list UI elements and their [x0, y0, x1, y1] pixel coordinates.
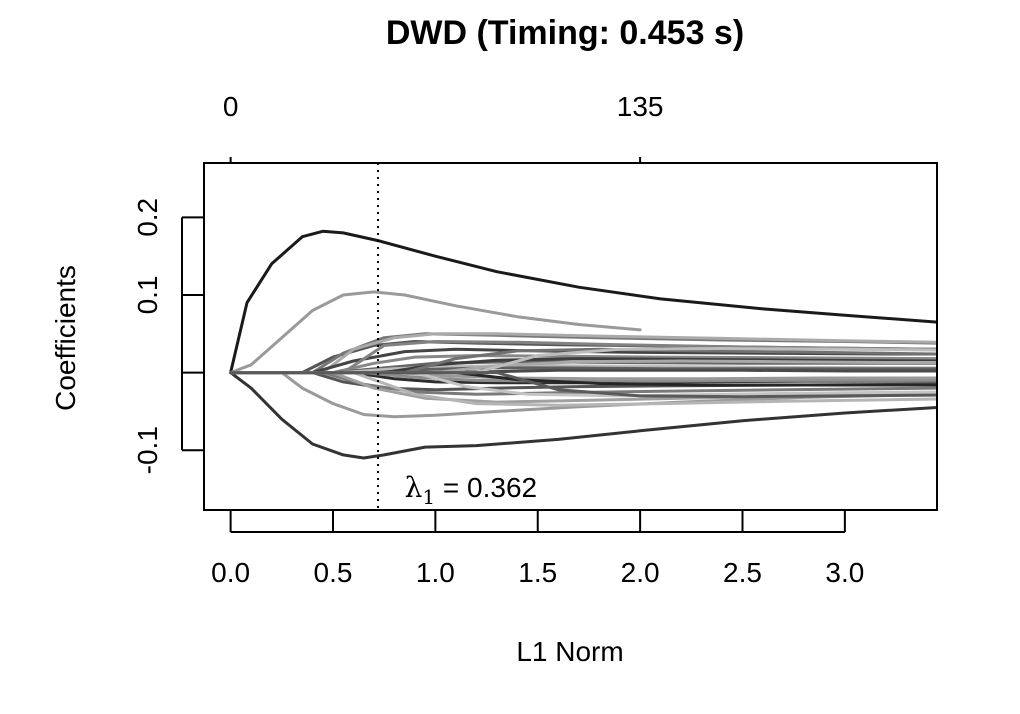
- top-tick-label: 0: [223, 91, 239, 122]
- top-tick-label: 135: [617, 91, 664, 122]
- x-tick-label: 0.5: [314, 557, 353, 588]
- x-tick-label: 1.5: [518, 557, 557, 588]
- y-axis: -0.1 0.1 0.2: [132, 198, 204, 474]
- series-line-bottom-coef: [229, 371, 937, 460]
- series-layer: [229, 229, 937, 460]
- y-tick-label: -0.1: [132, 426, 163, 474]
- x-tick-label: 1.0: [416, 557, 455, 588]
- lambda-subscript: 1: [422, 485, 435, 509]
- x-tick-label: 2.0: [621, 557, 660, 588]
- lambda-annotation: λ1 = 0.362: [405, 471, 537, 509]
- top-axis: 0 135: [223, 91, 664, 163]
- y-axis-label: Coefficients: [50, 265, 81, 411]
- lambda-symbol: λ: [405, 471, 423, 504]
- series-line-s22: [229, 371, 937, 398]
- series-line-top-coef: [229, 229, 937, 375]
- x-tick-label: 3.0: [825, 557, 864, 588]
- y-tick-label: 0.2: [132, 198, 163, 237]
- x-tick-label: 2.5: [723, 557, 762, 588]
- x-axis-label: L1 Norm: [516, 636, 623, 667]
- plot-box: [203, 162, 938, 511]
- series-line-s21: [229, 347, 937, 375]
- y-tick-label: 0.1: [132, 275, 163, 314]
- series-line-neg-gray: [229, 371, 937, 419]
- x-tick-label: 0.0: [211, 557, 250, 588]
- x-axis: 0.0 0.5 1.0 1.5 2.0 2.5 3.0: [211, 510, 864, 588]
- series-line-s18: [229, 371, 937, 407]
- series-line-s13: [229, 371, 937, 396]
- series-line-s28: [229, 371, 937, 399]
- chart-title: DWD (Timing: 0.453 s): [386, 14, 744, 52]
- lambda-value: = 0.362: [435, 472, 537, 503]
- series-line-second-coef: [229, 290, 642, 375]
- series-line-s7: [229, 332, 937, 375]
